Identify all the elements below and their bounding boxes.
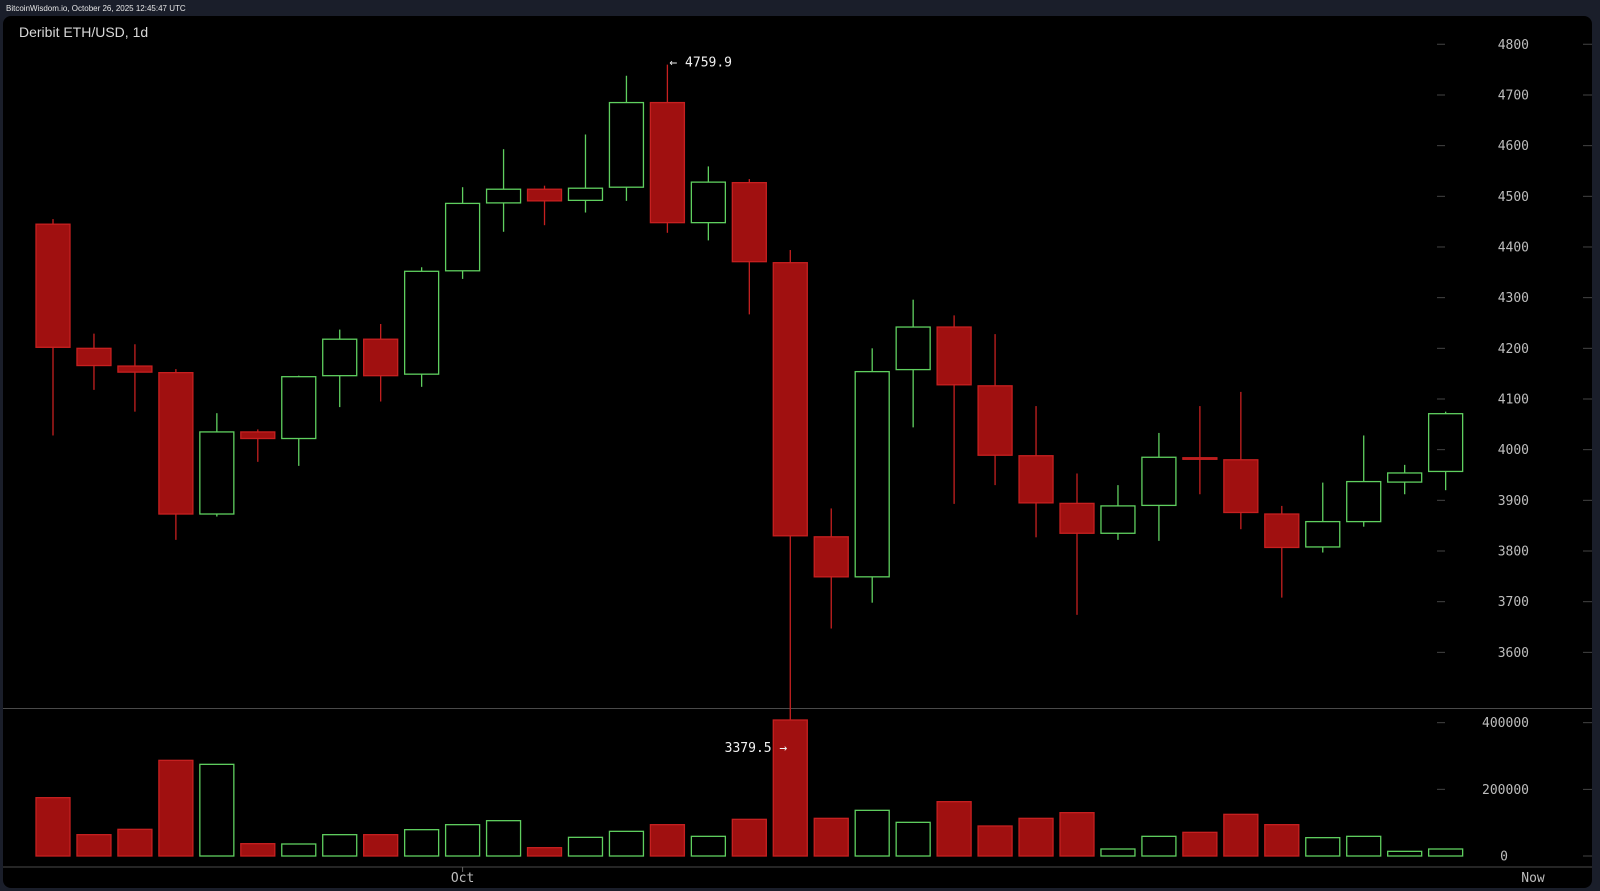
volume-bar-up[interactable]	[608, 830, 645, 857]
price-axis-label: 3800	[1498, 545, 1529, 560]
candle-up[interactable]	[444, 202, 481, 272]
candle-down[interactable]	[649, 101, 686, 224]
x-axis-label-now: Now	[1521, 871, 1545, 886]
price-axis-label: 4300	[1498, 291, 1529, 306]
volume-bar-up[interactable]	[690, 835, 727, 857]
volume-bar-down[interactable]	[1018, 817, 1054, 857]
candle-up[interactable]	[1141, 456, 1177, 507]
candle-down[interactable]	[1223, 459, 1259, 514]
candle-up[interactable]	[199, 431, 235, 515]
volume-bar-up[interactable]	[485, 820, 522, 857]
candle-up[interactable]	[1387, 472, 1423, 483]
volume-bar-up[interactable]	[895, 821, 931, 857]
volume-bar-down[interactable]	[117, 828, 153, 857]
volume-bar-up[interactable]	[1100, 848, 1136, 857]
candle-down[interactable]	[76, 347, 112, 367]
candlestick-chart[interactable]: 4800 4700 4600 4500 4400 4300 4200 4100 4000 3900…	[3, 16, 1592, 888]
candle-down[interactable]	[117, 365, 153, 373]
volume-bar-up[interactable]	[854, 809, 890, 857]
candle-up[interactable]	[690, 181, 727, 224]
candle-down[interactable]	[240, 431, 276, 440]
volume-bar-up[interactable]	[1305, 837, 1341, 857]
candle-up[interactable]	[281, 376, 317, 440]
candle-down[interactable]	[772, 262, 808, 537]
volume-bar-up[interactable]	[1346, 835, 1382, 857]
price-axis-label: 4000	[1498, 443, 1529, 458]
topbar-timestamp: BitcoinWisdom.io, October 26, 2025 12:45…	[6, 4, 186, 13]
candle-down[interactable]	[526, 188, 563, 202]
price-axis-label: 4700	[1498, 88, 1529, 103]
price-axis-label: 3900	[1498, 494, 1529, 509]
candle-down[interactable]	[1182, 457, 1218, 460]
price-axis-label: 3600	[1498, 646, 1529, 661]
volume-bar-down[interactable]	[936, 801, 972, 857]
volume-bar-up[interactable]	[322, 834, 358, 857]
chart-panel[interactable]: 4800 4700 4600 4500 4400 4300 4200 4100 4000 3900…	[3, 16, 1592, 888]
high-price-annotation: ← 4759.9	[669, 56, 732, 71]
candle-up[interactable]	[403, 270, 440, 375]
volume-bar-down[interactable]	[35, 797, 71, 857]
candle-up[interactable]	[485, 188, 522, 204]
candle-down[interactable]	[1018, 455, 1054, 504]
candle-down[interactable]	[731, 181, 767, 263]
candle-up[interactable]	[1100, 505, 1136, 534]
volume-bar-down[interactable]	[649, 824, 686, 857]
volume-bar-down[interactable]	[1059, 812, 1095, 857]
price-axis-label: 4400	[1498, 240, 1529, 255]
candle-up[interactable]	[567, 187, 604, 202]
volume-bar-up[interactable]	[281, 843, 317, 857]
low-price-annotation: 3379.5 →	[725, 741, 788, 756]
price-axis-label: 3700	[1498, 595, 1529, 610]
candle-down[interactable]	[1059, 502, 1095, 534]
volume-axis-label: 200000	[1482, 783, 1529, 798]
volume-axis-label: 0	[1500, 850, 1508, 865]
candle-up[interactable]	[1346, 480, 1382, 523]
volume-bar-down[interactable]	[1182, 831, 1218, 857]
x-axis-label-oct: Oct	[451, 871, 474, 886]
volume-bar-down[interactable]	[158, 759, 194, 857]
volume-bar-down[interactable]	[1264, 824, 1300, 857]
candle-down[interactable]	[363, 338, 399, 377]
volume-bar-down[interactable]	[731, 818, 767, 857]
candle-down[interactable]	[977, 385, 1013, 456]
volume-bar-up[interactable]	[567, 836, 604, 857]
candle-down[interactable]	[158, 371, 194, 515]
volume-bar-down[interactable]	[526, 847, 563, 857]
chart-title: Deribit ETH/USD, 1d	[19, 24, 149, 40]
volume-axis-label: 400000	[1482, 716, 1529, 731]
price-axis-label: 4600	[1498, 139, 1529, 154]
candle-up[interactable]	[854, 370, 890, 578]
candle-up[interactable]	[895, 326, 931, 371]
price-axis-label: 4200	[1498, 342, 1529, 357]
volume-bar-down[interactable]	[1223, 813, 1259, 857]
volume-bar-down[interactable]	[813, 817, 849, 857]
price-axis-label: 4800	[1498, 38, 1529, 53]
candle-down[interactable]	[813, 536, 849, 578]
volume-bar-up[interactable]	[444, 824, 481, 857]
candle-up[interactable]	[322, 338, 358, 377]
volume-bar-up[interactable]	[199, 763, 235, 857]
price-axis-label: 4500	[1498, 190, 1529, 205]
volume-bar-up[interactable]	[1427, 848, 1464, 857]
volume-bar-down[interactable]	[772, 719, 808, 857]
volume-bar-down[interactable]	[240, 843, 276, 857]
volume-bar-up[interactable]	[403, 829, 440, 857]
volume-bar-down[interactable]	[363, 834, 399, 857]
volume-bar-up[interactable]	[1141, 835, 1177, 857]
candle-down[interactable]	[936, 326, 972, 386]
candle-down[interactable]	[1264, 513, 1300, 549]
price-axis-label: 4100	[1498, 392, 1529, 407]
candle-up[interactable]	[1427, 413, 1464, 473]
volume-bar-down[interactable]	[977, 825, 1013, 857]
candle-up[interactable]	[608, 101, 645, 188]
volume-bar-down[interactable]	[76, 834, 112, 857]
volume-bar-up[interactable]	[1387, 850, 1423, 857]
candle-down[interactable]	[35, 223, 71, 348]
candle-up[interactable]	[1305, 520, 1341, 548]
